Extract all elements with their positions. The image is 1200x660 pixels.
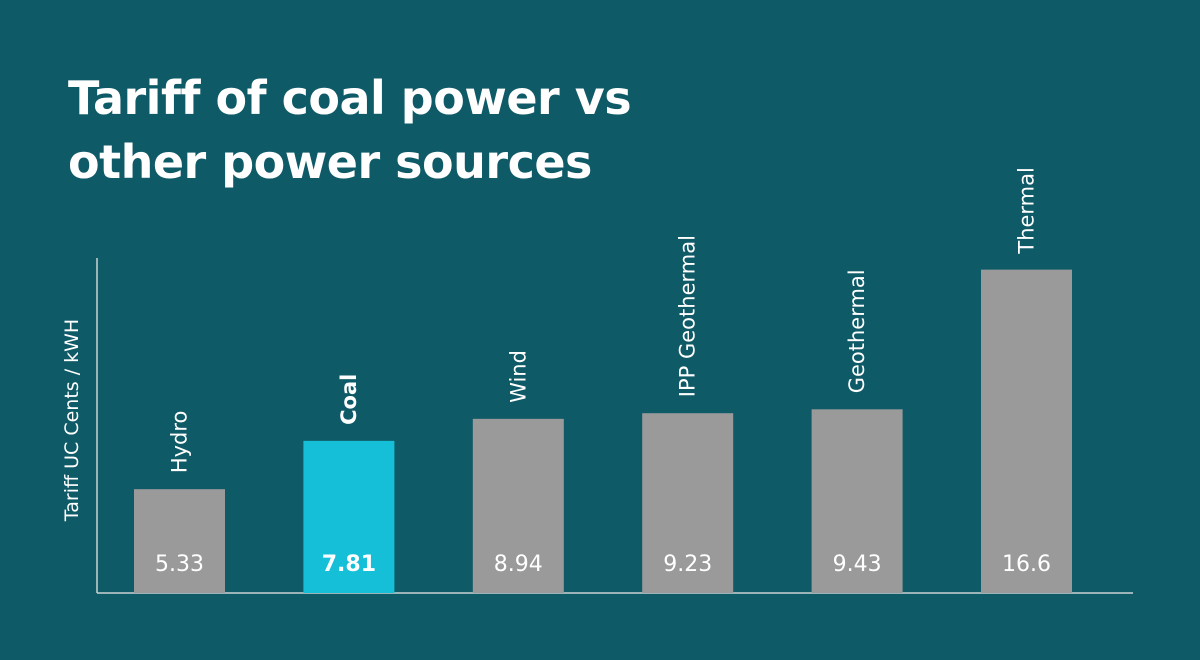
- bar-geothermal: [811, 409, 903, 593]
- value-label-coal: 7.81: [322, 552, 376, 577]
- bar-coal: [303, 440, 395, 593]
- chart-title-line-1: Tariff of coal power vs: [68, 71, 632, 125]
- value-label-thermal: 16.6: [1002, 552, 1051, 577]
- bar-hydro: [134, 489, 225, 593]
- y-axis-label: Tariff UC Cents / kWH: [61, 319, 83, 522]
- bar-wind: [472, 418, 564, 593]
- category-label-thermal: Thermal: [1015, 167, 1039, 254]
- value-label-ipp-geothermal: 9.23: [663, 552, 712, 577]
- value-label-wind: 8.94: [494, 552, 543, 577]
- bars-group: 5.33 Hydro 7.81 Coal 8.94 Wind 9.23 IPP Geother…: [134, 167, 1072, 593]
- category-label-ipp-geothermal: IPP Geothermal: [676, 235, 700, 397]
- category-label-geothermal: Geothermal: [845, 269, 869, 393]
- bar-ipp-geothermal: [642, 413, 734, 593]
- value-label-hydro: 5.33: [155, 552, 204, 577]
- bar-thermal: [981, 269, 1072, 593]
- category-label-hydro: Hydro: [168, 411, 192, 474]
- category-label-coal: Coal: [337, 374, 361, 425]
- value-label-geothermal: 9.43: [833, 552, 882, 577]
- chart-title: Tariff of coal power vs other power sour…: [68, 66, 632, 194]
- chart-title-line-2: other power sources: [68, 135, 592, 189]
- category-label-wind: Wind: [506, 350, 530, 403]
